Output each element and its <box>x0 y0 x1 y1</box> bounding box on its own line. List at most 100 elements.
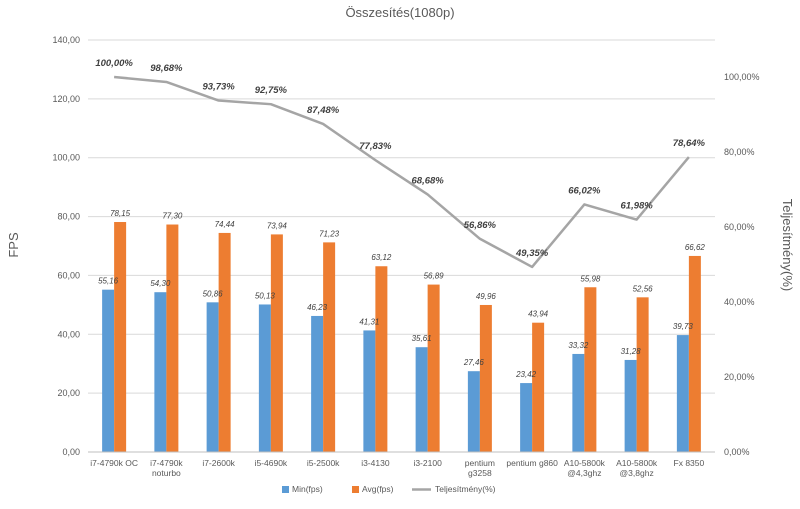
bar-data-label: 50,13 <box>255 291 276 300</box>
line-data-label: 98,68% <box>150 63 183 74</box>
y-tick-label: 40,00 <box>57 329 80 339</box>
bar-data-label: 46,23 <box>307 303 328 312</box>
y2-tick-label: 0,00% <box>724 447 750 457</box>
y-tick-label: 120,00 <box>52 94 80 104</box>
x-tick-label: pentium <box>465 458 495 468</box>
x-tick-label: pentium g860 <box>506 458 558 468</box>
bar-data-label: 43,94 <box>528 310 549 319</box>
x-tick-label: i5-2500k <box>307 458 340 468</box>
x-tick-label: i7-4790k <box>150 458 183 468</box>
gridlines <box>88 39 715 394</box>
bars <box>102 222 701 452</box>
x-tick-label: i3-4130 <box>361 458 390 468</box>
bar-avg-fps- <box>636 297 649 452</box>
bar-min-fps- <box>154 292 167 452</box>
bar-avg-fps- <box>479 304 492 452</box>
x-tick-label: noturbo <box>152 468 181 478</box>
line-data-label: 49,35% <box>515 248 549 259</box>
y-tick-label: 20,00 <box>57 388 80 398</box>
legend-swatch <box>282 486 289 493</box>
line-data-label: 92,75% <box>255 85 288 96</box>
bar-min-fps- <box>258 304 271 452</box>
bar-data-label: 27,46 <box>463 358 485 367</box>
bar-data-label: 31,28 <box>621 347 642 356</box>
bar-avg-fps- <box>584 287 597 452</box>
y-tick-label: 100,00 <box>52 153 80 163</box>
y-axis-ticks: 0,00 20,00 40,00 60,00 80,00 100,00 120,00 140,… <box>52 35 80 457</box>
bar-avg-fps- <box>270 234 283 452</box>
bar-avg-fps- <box>166 224 179 452</box>
line-data-label: 77,83% <box>359 141 392 152</box>
bar-avg-fps- <box>218 232 231 452</box>
legend-swatch <box>352 486 359 493</box>
bar-min-fps- <box>415 347 428 452</box>
performance-line <box>114 75 690 269</box>
line-data-label: 100,00% <box>95 58 133 69</box>
bar-data-label: 71,23 <box>319 229 340 238</box>
bar-data-label: 23,42 <box>515 370 537 379</box>
bar-avg-fps- <box>427 284 440 452</box>
x-tick-label: i5-4690k <box>255 458 288 468</box>
bar-min-fps- <box>102 289 115 452</box>
bar-data-label: 63,12 <box>371 253 392 262</box>
line-data-label: 68,68% <box>412 175 445 186</box>
bar-avg-fps- <box>532 322 545 452</box>
y2-tick-label: 20,00% <box>724 372 755 382</box>
chart-title: Összesítés(1080p) <box>345 5 454 20</box>
secondary-y-axis-ticks: 0,00% 20,00% 40,00% 60,00% 80,00% 100,00% <box>724 72 760 457</box>
line-data-label: 61,98% <box>621 201 654 212</box>
bar-avg-fps- <box>375 266 388 452</box>
y2-tick-label: 40,00% <box>724 297 755 307</box>
bar-data-label: 74,44 <box>215 220 236 229</box>
legend-label: Min(fps) <box>292 484 323 494</box>
bar-data-label: 50,86 <box>203 289 224 298</box>
bar-min-fps- <box>363 330 376 452</box>
secondary-y-axis-title: Teljesítmény(%) <box>780 199 795 291</box>
y-axis-title: FPS <box>6 232 21 258</box>
bar-data-label: 39,73 <box>673 322 694 331</box>
bar-min-fps- <box>311 315 324 452</box>
x-tick-label: i3-2100 <box>413 458 442 468</box>
legend: Min(fps) Avg(fps) Teljesítmény(%) <box>282 484 496 494</box>
bar-data-label: 73,94 <box>267 221 288 230</box>
bar-data-label: 56,89 <box>424 272 445 281</box>
bar-data-label: 77,30 <box>162 212 183 221</box>
y2-tick-label: 100,00% <box>724 72 760 82</box>
x-tick-label: A10-5800k <box>564 458 606 468</box>
bar-min-fps- <box>572 353 585 452</box>
bar-min-fps- <box>676 335 689 452</box>
line-series <box>114 75 690 269</box>
bar-data-label: 52,56 <box>633 284 654 293</box>
y-tick-label: 80,00 <box>57 212 80 222</box>
x-tick-label: Fx 8350 <box>674 458 705 468</box>
bar-min-fps- <box>624 359 637 452</box>
bar-min-fps- <box>467 371 480 452</box>
bar-data-label: 49,96 <box>476 292 497 301</box>
y-tick-label: 60,00 <box>57 270 80 280</box>
line-data-label: 78,64% <box>673 138 706 149</box>
x-tick-label: @3,8ghz <box>620 468 654 478</box>
legend-label: Avg(fps) <box>362 484 394 494</box>
bar-data-label: 33,32 <box>568 341 589 350</box>
line-data-label: 87,48% <box>307 105 340 116</box>
x-tick-label: g3258 <box>468 468 492 478</box>
bar-avg-fps- <box>323 242 336 452</box>
bar-data-labels: 55,16 78,15 54,30 77,30 50,86 74,44 50,13 73,94… <box>98 209 705 379</box>
line-data-labels: 100,00% 98,68% 93,73% 92,75% 87,48% 77,83% 68,… <box>95 58 705 259</box>
bar-min-fps- <box>206 302 219 452</box>
legend-label: Teljesítmény(%) <box>435 484 496 494</box>
bar-data-label: 78,15 <box>110 209 131 218</box>
bar-data-label: 41,31 <box>359 317 379 326</box>
y2-tick-label: 60,00% <box>724 222 755 232</box>
x-tick-label: i7-2600k <box>202 458 235 468</box>
bar-avg-fps- <box>114 222 127 452</box>
x-tick-label: A10-5800k <box>616 458 658 468</box>
line-data-label: 56,86% <box>464 220 497 231</box>
bar-data-label: 54,30 <box>150 279 171 288</box>
y2-tick-label: 80,00% <box>724 147 755 157</box>
line-data-label: 93,73% <box>203 82 236 93</box>
bar-data-label: 55,16 <box>98 277 119 286</box>
